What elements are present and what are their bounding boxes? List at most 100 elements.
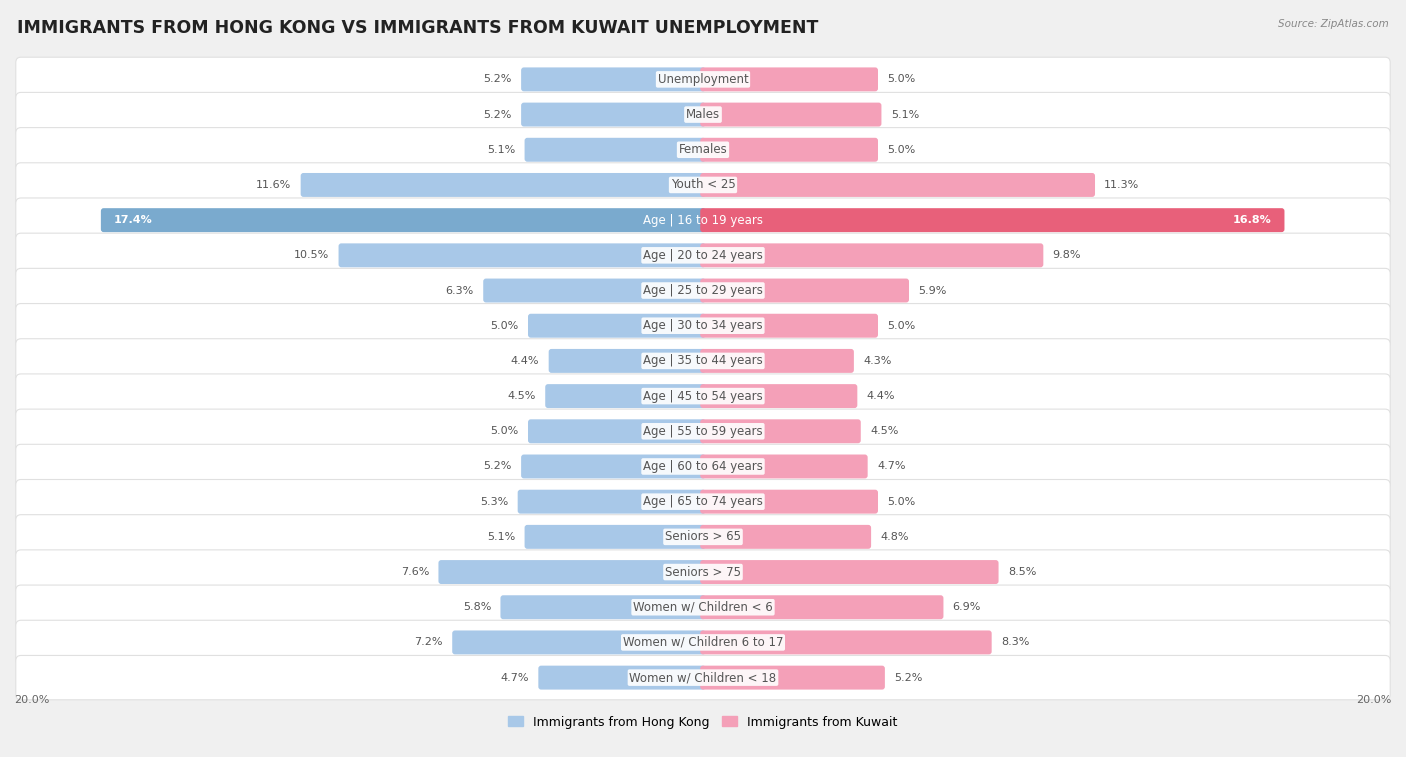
FancyBboxPatch shape	[700, 595, 943, 619]
Text: Youth < 25: Youth < 25	[671, 179, 735, 192]
FancyBboxPatch shape	[529, 419, 706, 444]
Text: 11.3%: 11.3%	[1104, 180, 1139, 190]
Text: Seniors > 75: Seniors > 75	[665, 565, 741, 578]
FancyBboxPatch shape	[548, 349, 706, 373]
Text: Females: Females	[679, 143, 727, 156]
Text: 20.0%: 20.0%	[1357, 696, 1392, 706]
FancyBboxPatch shape	[15, 656, 1391, 699]
FancyBboxPatch shape	[522, 67, 706, 92]
Text: 7.2%: 7.2%	[415, 637, 443, 647]
FancyBboxPatch shape	[522, 454, 706, 478]
FancyBboxPatch shape	[15, 515, 1391, 559]
Text: 4.4%: 4.4%	[510, 356, 540, 366]
Text: 8.3%: 8.3%	[1001, 637, 1029, 647]
FancyBboxPatch shape	[538, 665, 706, 690]
FancyBboxPatch shape	[15, 304, 1391, 348]
FancyBboxPatch shape	[700, 560, 998, 584]
FancyBboxPatch shape	[700, 525, 872, 549]
Text: Age | 65 to 74 years: Age | 65 to 74 years	[643, 495, 763, 508]
Legend: Immigrants from Hong Kong, Immigrants from Kuwait: Immigrants from Hong Kong, Immigrants fr…	[503, 711, 903, 734]
FancyBboxPatch shape	[700, 349, 853, 373]
Text: 5.8%: 5.8%	[463, 603, 491, 612]
Text: Women w/ Children < 6: Women w/ Children < 6	[633, 601, 773, 614]
FancyBboxPatch shape	[15, 198, 1391, 242]
Text: 17.4%: 17.4%	[114, 215, 153, 225]
FancyBboxPatch shape	[700, 631, 991, 654]
Text: 5.0%: 5.0%	[887, 321, 915, 331]
FancyBboxPatch shape	[15, 550, 1391, 594]
FancyBboxPatch shape	[700, 490, 877, 514]
Text: 5.2%: 5.2%	[484, 110, 512, 120]
Text: Women w/ Children 6 to 17: Women w/ Children 6 to 17	[623, 636, 783, 649]
FancyBboxPatch shape	[700, 173, 1095, 197]
Text: 5.0%: 5.0%	[491, 426, 519, 436]
FancyBboxPatch shape	[529, 313, 706, 338]
FancyBboxPatch shape	[15, 268, 1391, 313]
Text: Seniors > 65: Seniors > 65	[665, 531, 741, 544]
Text: Age | 25 to 29 years: Age | 25 to 29 years	[643, 284, 763, 297]
Text: Age | 55 to 59 years: Age | 55 to 59 years	[643, 425, 763, 438]
FancyBboxPatch shape	[15, 128, 1391, 172]
Text: IMMIGRANTS FROM HONG KONG VS IMMIGRANTS FROM KUWAIT UNEMPLOYMENT: IMMIGRANTS FROM HONG KONG VS IMMIGRANTS …	[17, 19, 818, 37]
FancyBboxPatch shape	[15, 620, 1391, 665]
Text: 5.1%: 5.1%	[486, 532, 515, 542]
FancyBboxPatch shape	[453, 631, 706, 654]
Text: Age | 60 to 64 years: Age | 60 to 64 years	[643, 460, 763, 473]
Text: Age | 35 to 44 years: Age | 35 to 44 years	[643, 354, 763, 367]
FancyBboxPatch shape	[700, 665, 884, 690]
FancyBboxPatch shape	[700, 67, 877, 92]
FancyBboxPatch shape	[15, 92, 1391, 137]
FancyBboxPatch shape	[484, 279, 706, 303]
Text: 5.1%: 5.1%	[891, 110, 920, 120]
Text: Age | 20 to 24 years: Age | 20 to 24 years	[643, 249, 763, 262]
FancyBboxPatch shape	[339, 243, 706, 267]
FancyBboxPatch shape	[700, 313, 877, 338]
Text: 9.8%: 9.8%	[1053, 251, 1081, 260]
FancyBboxPatch shape	[15, 409, 1391, 453]
FancyBboxPatch shape	[546, 384, 706, 408]
Text: 6.9%: 6.9%	[953, 603, 981, 612]
FancyBboxPatch shape	[524, 525, 706, 549]
Text: 11.6%: 11.6%	[256, 180, 291, 190]
Text: 8.5%: 8.5%	[1008, 567, 1036, 577]
FancyBboxPatch shape	[301, 173, 706, 197]
FancyBboxPatch shape	[15, 444, 1391, 489]
FancyBboxPatch shape	[700, 279, 910, 303]
FancyBboxPatch shape	[101, 208, 706, 232]
Text: 5.2%: 5.2%	[484, 462, 512, 472]
Text: Age | 45 to 54 years: Age | 45 to 54 years	[643, 390, 763, 403]
Text: Males: Males	[686, 108, 720, 121]
Text: Age | 30 to 34 years: Age | 30 to 34 years	[643, 319, 763, 332]
FancyBboxPatch shape	[15, 374, 1391, 419]
Text: 10.5%: 10.5%	[294, 251, 329, 260]
Text: 5.1%: 5.1%	[486, 145, 515, 154]
FancyBboxPatch shape	[700, 208, 1285, 232]
FancyBboxPatch shape	[501, 595, 706, 619]
Text: 16.8%: 16.8%	[1233, 215, 1271, 225]
Text: 4.5%: 4.5%	[508, 391, 536, 401]
FancyBboxPatch shape	[15, 233, 1391, 278]
Text: 6.3%: 6.3%	[446, 285, 474, 295]
FancyBboxPatch shape	[15, 585, 1391, 629]
FancyBboxPatch shape	[15, 338, 1391, 383]
Text: 5.0%: 5.0%	[887, 145, 915, 154]
FancyBboxPatch shape	[700, 384, 858, 408]
FancyBboxPatch shape	[700, 138, 877, 162]
Text: 5.0%: 5.0%	[491, 321, 519, 331]
FancyBboxPatch shape	[517, 490, 706, 514]
Text: 20.0%: 20.0%	[14, 696, 49, 706]
Text: Women w/ Children < 18: Women w/ Children < 18	[630, 671, 776, 684]
Text: Source: ZipAtlas.com: Source: ZipAtlas.com	[1278, 19, 1389, 29]
FancyBboxPatch shape	[700, 103, 882, 126]
Text: 4.8%: 4.8%	[880, 532, 908, 542]
Text: 4.7%: 4.7%	[877, 462, 905, 472]
FancyBboxPatch shape	[15, 58, 1391, 101]
Text: 5.9%: 5.9%	[918, 285, 946, 295]
Text: 5.0%: 5.0%	[887, 497, 915, 506]
Text: 4.4%: 4.4%	[866, 391, 896, 401]
Text: Unemployment: Unemployment	[658, 73, 748, 86]
FancyBboxPatch shape	[700, 419, 860, 444]
FancyBboxPatch shape	[439, 560, 706, 584]
Text: Age | 16 to 19 years: Age | 16 to 19 years	[643, 213, 763, 226]
FancyBboxPatch shape	[524, 138, 706, 162]
